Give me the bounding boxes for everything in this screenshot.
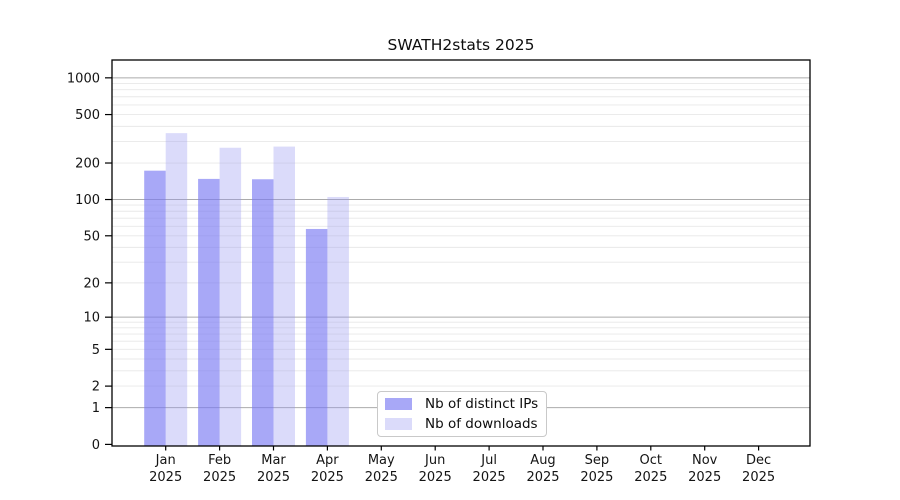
bar-downloads-feb bbox=[219, 147, 242, 446]
y-tick-label: 100 bbox=[75, 193, 100, 208]
x-tick-label: Feb 2025 bbox=[203, 453, 236, 485]
bar-downloads-mar bbox=[273, 146, 295, 447]
legend-label-downloads: Nb of downloads bbox=[425, 415, 538, 432]
legend: Nb of distinct IPs Nb of downloads bbox=[377, 391, 547, 437]
x-tick-label: Jun 2025 bbox=[419, 453, 452, 485]
bar-distinct-ips-mar bbox=[252, 179, 274, 446]
plot-border bbox=[111, 59, 811, 447]
y-tick-label: 50 bbox=[83, 229, 100, 244]
bar-distinct-ips-feb bbox=[198, 178, 220, 446]
bar-downloads-apr bbox=[327, 196, 349, 446]
bar-distinct-ips-apr bbox=[305, 228, 328, 446]
x-tick-label: Jul 2025 bbox=[473, 453, 506, 485]
x-tick-label: Sep 2025 bbox=[580, 453, 613, 485]
x-tick-label: Dec 2025 bbox=[742, 453, 775, 485]
bar-distinct-ips-jan bbox=[144, 170, 166, 446]
y-tick-label: 10 bbox=[83, 311, 100, 326]
legend-item-downloads: Nb of downloads bbox=[385, 415, 546, 432]
legend-item-distinct-ips: Nb of distinct IPs bbox=[385, 395, 546, 412]
y-tick-label: 20 bbox=[83, 276, 100, 291]
x-tick-label: Aug 2025 bbox=[526, 453, 559, 485]
x-tick-label: Mar 2025 bbox=[257, 453, 290, 485]
y-tick-label: 500 bbox=[75, 108, 100, 123]
y-tick-label: 2 bbox=[92, 380, 100, 395]
bar-downloads-jan bbox=[165, 133, 188, 446]
y-tick-label: 5 bbox=[92, 343, 100, 358]
y-tick-label: 200 bbox=[75, 157, 100, 172]
x-tick-label: Jan 2025 bbox=[149, 453, 182, 485]
x-tick-label: Oct 2025 bbox=[634, 453, 667, 485]
x-tick-label: Apr 2025 bbox=[311, 453, 344, 485]
x-tick-label: Nov 2025 bbox=[688, 453, 721, 485]
chart-title: SWATH2stats 2025 bbox=[387, 36, 535, 54]
y-tick-label: 1000 bbox=[67, 71, 100, 86]
y-tick-label: 1 bbox=[92, 401, 100, 416]
y-tick-label: 0 bbox=[92, 438, 100, 453]
x-tick-label: May 2025 bbox=[365, 453, 398, 485]
legend-swatch-downloads bbox=[385, 418, 412, 430]
legend-swatch-distinct-ips bbox=[385, 398, 412, 410]
legend-label-distinct-ips: Nb of distinct IPs bbox=[425, 395, 539, 412]
